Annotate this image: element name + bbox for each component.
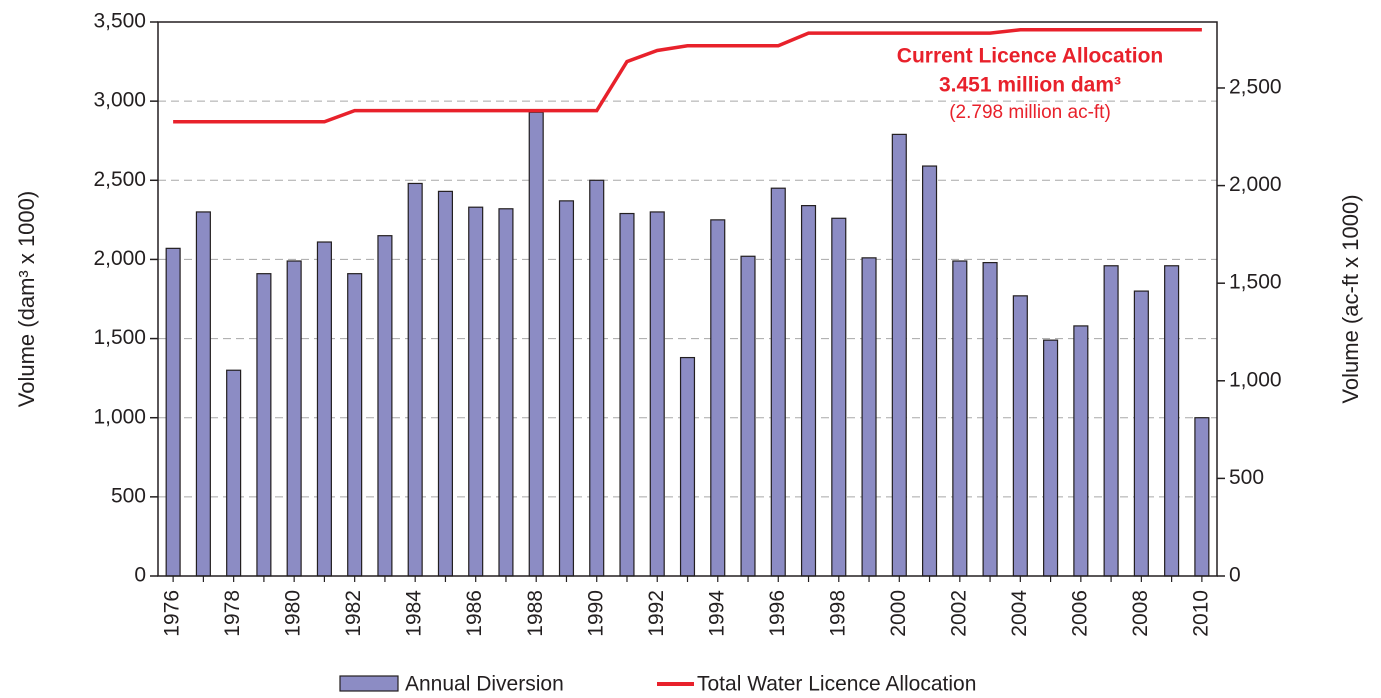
bar [165, 247, 181, 577]
bar [407, 182, 423, 577]
bar [861, 257, 877, 577]
x-tick-label: 1998 [826, 590, 849, 637]
x-tick-label: 2008 [1129, 590, 1152, 637]
x-tick-label: 2000 [887, 590, 910, 637]
y-tick-label: 500 [111, 484, 146, 507]
bar [468, 206, 484, 577]
bar [921, 165, 938, 577]
x-tick-label: 1996 [766, 590, 789, 637]
y-tick-label: 2,000 [93, 247, 146, 270]
bar [226, 369, 242, 577]
y2-tick-label: 2,000 [1229, 173, 1282, 196]
bar [1073, 325, 1089, 577]
x-tick-label: 1976 [161, 590, 184, 637]
x-tick-label: 1990 [584, 590, 607, 637]
y2-axis-title: Volume (ac-ft x 1000) [1338, 194, 1363, 403]
bar [589, 179, 605, 577]
bar [831, 217, 847, 577]
annotation: Current Licence Allocation [897, 45, 1163, 68]
bar [558, 200, 575, 577]
y2-tick-label: 1,500 [1229, 271, 1282, 294]
x-tick-label: 2010 [1189, 590, 1212, 637]
bar [195, 211, 211, 577]
bar [286, 260, 302, 577]
x-tick-label: 1982 [342, 590, 365, 637]
bar [952, 260, 968, 577]
bar [710, 219, 726, 577]
x-tick-label: 1986 [463, 590, 486, 637]
x-tick-label: 2006 [1068, 590, 1091, 637]
annotation: 3.451 million dam³ [939, 74, 1121, 97]
legend-label: Annual Diversion [405, 673, 564, 696]
bar [316, 241, 332, 577]
y-tick-label: 3,000 [93, 89, 146, 112]
y-tick-label: 1,500 [93, 326, 146, 349]
y-tick-label: 1,000 [93, 405, 146, 428]
bar [498, 208, 514, 577]
x-tick-label: 1988 [524, 590, 547, 637]
bar [982, 261, 998, 577]
line [173, 28, 1202, 124]
bar [1164, 265, 1180, 577]
bar [679, 356, 696, 577]
bar [377, 235, 393, 577]
y2-tick-label: 1,000 [1229, 368, 1282, 391]
bar [740, 255, 756, 577]
x-tick-label: 1994 [705, 590, 728, 637]
x-tick-label: 1984 [403, 590, 426, 637]
bar [891, 133, 907, 577]
x-tick-label: 1980 [282, 590, 305, 637]
x-tick-label: 1978 [221, 590, 244, 637]
y-tick-label: 2,500 [93, 168, 146, 191]
bar [1043, 339, 1059, 577]
bar [1012, 295, 1028, 577]
x-tick-label: 2002 [947, 590, 970, 637]
annotation: (2.798 million ac-ft) [949, 102, 1111, 123]
bar [800, 205, 817, 577]
y-axis-title: Volume (dam³ x 1000) [14, 191, 39, 407]
bar [1133, 290, 1149, 577]
bar [770, 187, 786, 577]
bar [1103, 265, 1119, 577]
y-tick-label: 0 [134, 564, 146, 587]
x-tick-label: 1992 [645, 590, 668, 637]
y2-tick-label: 2,500 [1229, 76, 1282, 99]
bar [649, 211, 665, 577]
bar [528, 111, 544, 577]
bar [437, 190, 454, 577]
legend-label: Total Water Licence Allocation [697, 673, 976, 696]
bar [619, 212, 635, 577]
y2-tick-label: 0 [1229, 564, 1241, 587]
bar [347, 273, 363, 577]
y2-tick-label: 500 [1229, 466, 1264, 489]
legend-swatch [339, 675, 399, 692]
bar [256, 273, 272, 577]
y-tick-label: 3,500 [93, 10, 146, 33]
bar [1194, 417, 1210, 577]
x-tick-label: 2004 [1008, 590, 1031, 637]
